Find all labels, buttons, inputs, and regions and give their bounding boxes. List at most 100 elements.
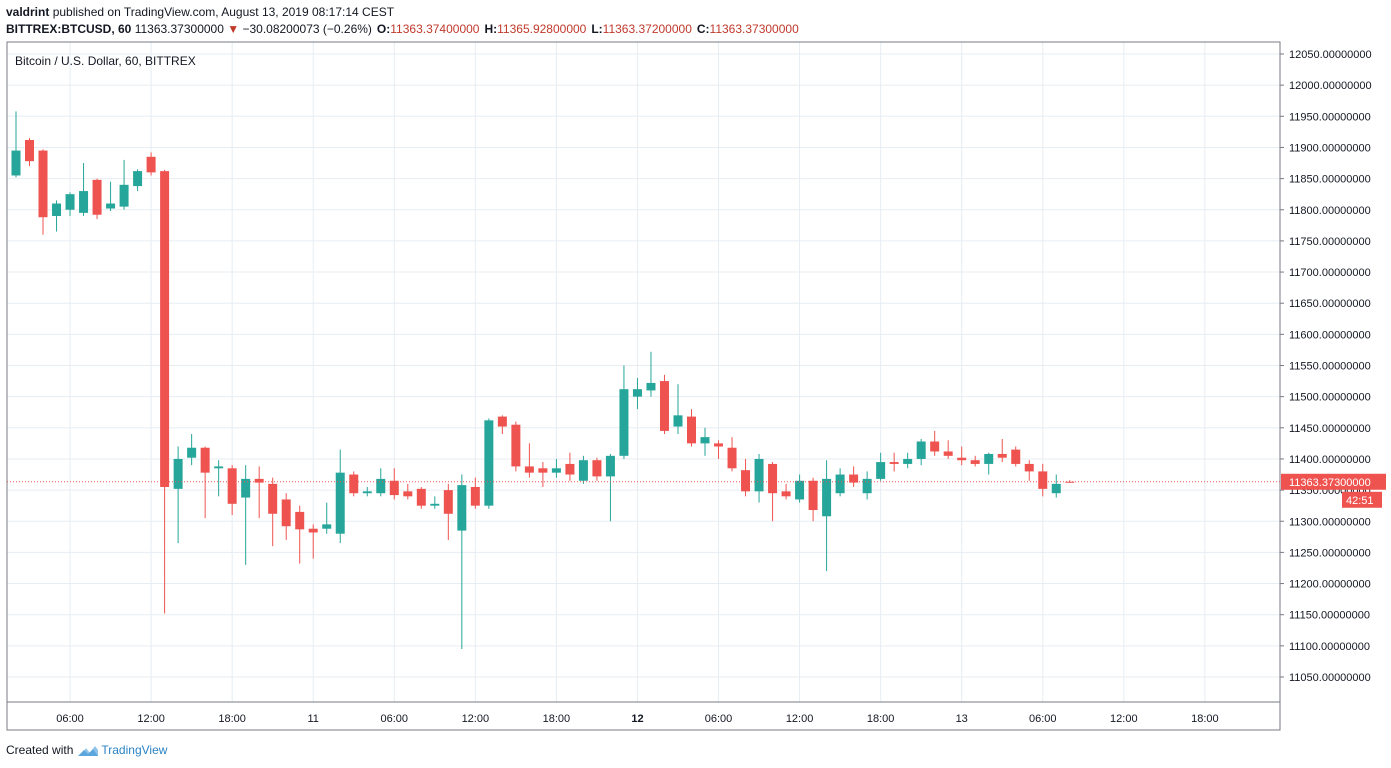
candle-body bbox=[862, 478, 872, 494]
candle-body bbox=[511, 424, 521, 467]
candle-body bbox=[741, 470, 751, 492]
candle bbox=[578, 455, 588, 484]
tradingview-link[interactable]: TradingView bbox=[101, 743, 168, 757]
time-tick-label: 12:00 bbox=[462, 713, 490, 725]
candle-body bbox=[295, 511, 305, 530]
time-tick-label: 18:00 bbox=[218, 713, 246, 725]
candle-body bbox=[65, 194, 75, 210]
time-tick-label: 18:00 bbox=[1191, 713, 1219, 725]
candle-body bbox=[389, 480, 399, 496]
candle-body bbox=[484, 420, 494, 506]
candle-body bbox=[470, 486, 480, 506]
candle bbox=[849, 466, 859, 487]
candle bbox=[916, 439, 926, 466]
candle-body bbox=[889, 462, 899, 464]
candle-body bbox=[308, 528, 318, 533]
low-label: L: bbox=[591, 22, 603, 36]
candle bbox=[592, 457, 602, 481]
candle bbox=[173, 446, 183, 544]
symbol-label: BITTREX:BTCUSD, 60 bbox=[6, 22, 132, 36]
candles bbox=[11, 111, 1075, 649]
time-axis[interactable]: 06:00 12:00 18:00 11 06:00 12:00 18:00 12 06:00 1… bbox=[56, 713, 1218, 725]
candle-body bbox=[646, 382, 656, 391]
candle bbox=[862, 471, 872, 500]
price-tick-label: 11800.00000000 bbox=[1289, 205, 1371, 217]
candle-body bbox=[970, 460, 980, 464]
candle-body bbox=[106, 203, 116, 209]
open-value: 11363.37400000 bbox=[390, 22, 480, 36]
candle bbox=[835, 468, 845, 497]
candle-body bbox=[524, 466, 534, 473]
candle bbox=[362, 486, 372, 497]
candle bbox=[133, 169, 143, 192]
candle bbox=[187, 434, 197, 466]
last-price-label: 11363.37300000 bbox=[1289, 477, 1371, 489]
time-tick-label: 12 bbox=[631, 713, 643, 725]
price-tick-label: 11950.00000000 bbox=[1289, 111, 1371, 123]
candle bbox=[214, 460, 224, 497]
candle-body bbox=[443, 490, 453, 514]
candle bbox=[403, 483, 413, 500]
candle-body bbox=[241, 478, 251, 498]
countdown-box bbox=[1342, 491, 1382, 508]
candle bbox=[984, 452, 994, 475]
candle-body bbox=[687, 416, 696, 444]
price-tick-label: 11550.00000000 bbox=[1289, 361, 1371, 373]
candle bbox=[443, 483, 453, 540]
candle-body bbox=[632, 389, 642, 397]
candle bbox=[632, 377, 642, 410]
grid-lines bbox=[7, 42, 1280, 702]
candle bbox=[538, 462, 548, 487]
candle bbox=[376, 468, 386, 497]
high-label: H: bbox=[484, 22, 498, 36]
candle bbox=[781, 483, 791, 500]
candle-body bbox=[795, 480, 805, 500]
candle bbox=[241, 465, 251, 565]
candle-body bbox=[605, 455, 615, 477]
created-with-label: Created with bbox=[6, 743, 74, 757]
tradingview-cloud-icon[interactable] bbox=[77, 744, 99, 757]
candle bbox=[957, 446, 967, 466]
price-tick-label: 11500.00000000 bbox=[1289, 392, 1371, 404]
chart-title: Bitcoin / U.S. Dollar, 60, BITTREX bbox=[15, 54, 196, 68]
candle bbox=[349, 471, 359, 497]
candle bbox=[281, 493, 291, 540]
candle-body bbox=[754, 458, 764, 492]
candle-body bbox=[376, 478, 386, 494]
candle-body bbox=[1038, 471, 1048, 489]
candle-body bbox=[876, 462, 886, 479]
candle bbox=[227, 465, 237, 516]
candle bbox=[876, 452, 886, 481]
candle-body bbox=[578, 460, 588, 481]
candle bbox=[335, 449, 345, 544]
candle-body bbox=[430, 503, 440, 506]
change-arrow-icon: ▼ bbox=[227, 22, 240, 36]
candle-body bbox=[659, 381, 669, 431]
candle-body bbox=[52, 203, 62, 216]
price-tick-label: 11700.00000000 bbox=[1289, 267, 1371, 279]
candle bbox=[511, 421, 521, 472]
open-label: O: bbox=[376, 22, 391, 36]
publisher-name[interactable]: valdrint bbox=[6, 5, 50, 19]
price-axis[interactable]: 11050.00000000 11100.00000000 11150.000000… bbox=[1280, 49, 1386, 684]
candle bbox=[497, 415, 507, 435]
candle-body bbox=[700, 437, 710, 444]
price-tick-label: 11900.00000000 bbox=[1289, 142, 1371, 154]
time-tick-label: 06:00 bbox=[56, 713, 84, 725]
candle bbox=[295, 505, 305, 564]
candle-body bbox=[11, 150, 21, 176]
candle bbox=[700, 427, 710, 456]
candle-body bbox=[1024, 463, 1034, 472]
candle bbox=[741, 458, 751, 497]
candle-body bbox=[984, 453, 994, 464]
candle-body bbox=[160, 171, 170, 487]
candle-body bbox=[943, 451, 953, 456]
candle-body bbox=[835, 474, 845, 494]
candle-body bbox=[79, 191, 89, 213]
candle-body bbox=[335, 472, 345, 534]
candle-body bbox=[403, 491, 413, 497]
candle-body bbox=[916, 441, 926, 459]
candle-body bbox=[565, 463, 575, 475]
candle-body bbox=[673, 415, 683, 427]
